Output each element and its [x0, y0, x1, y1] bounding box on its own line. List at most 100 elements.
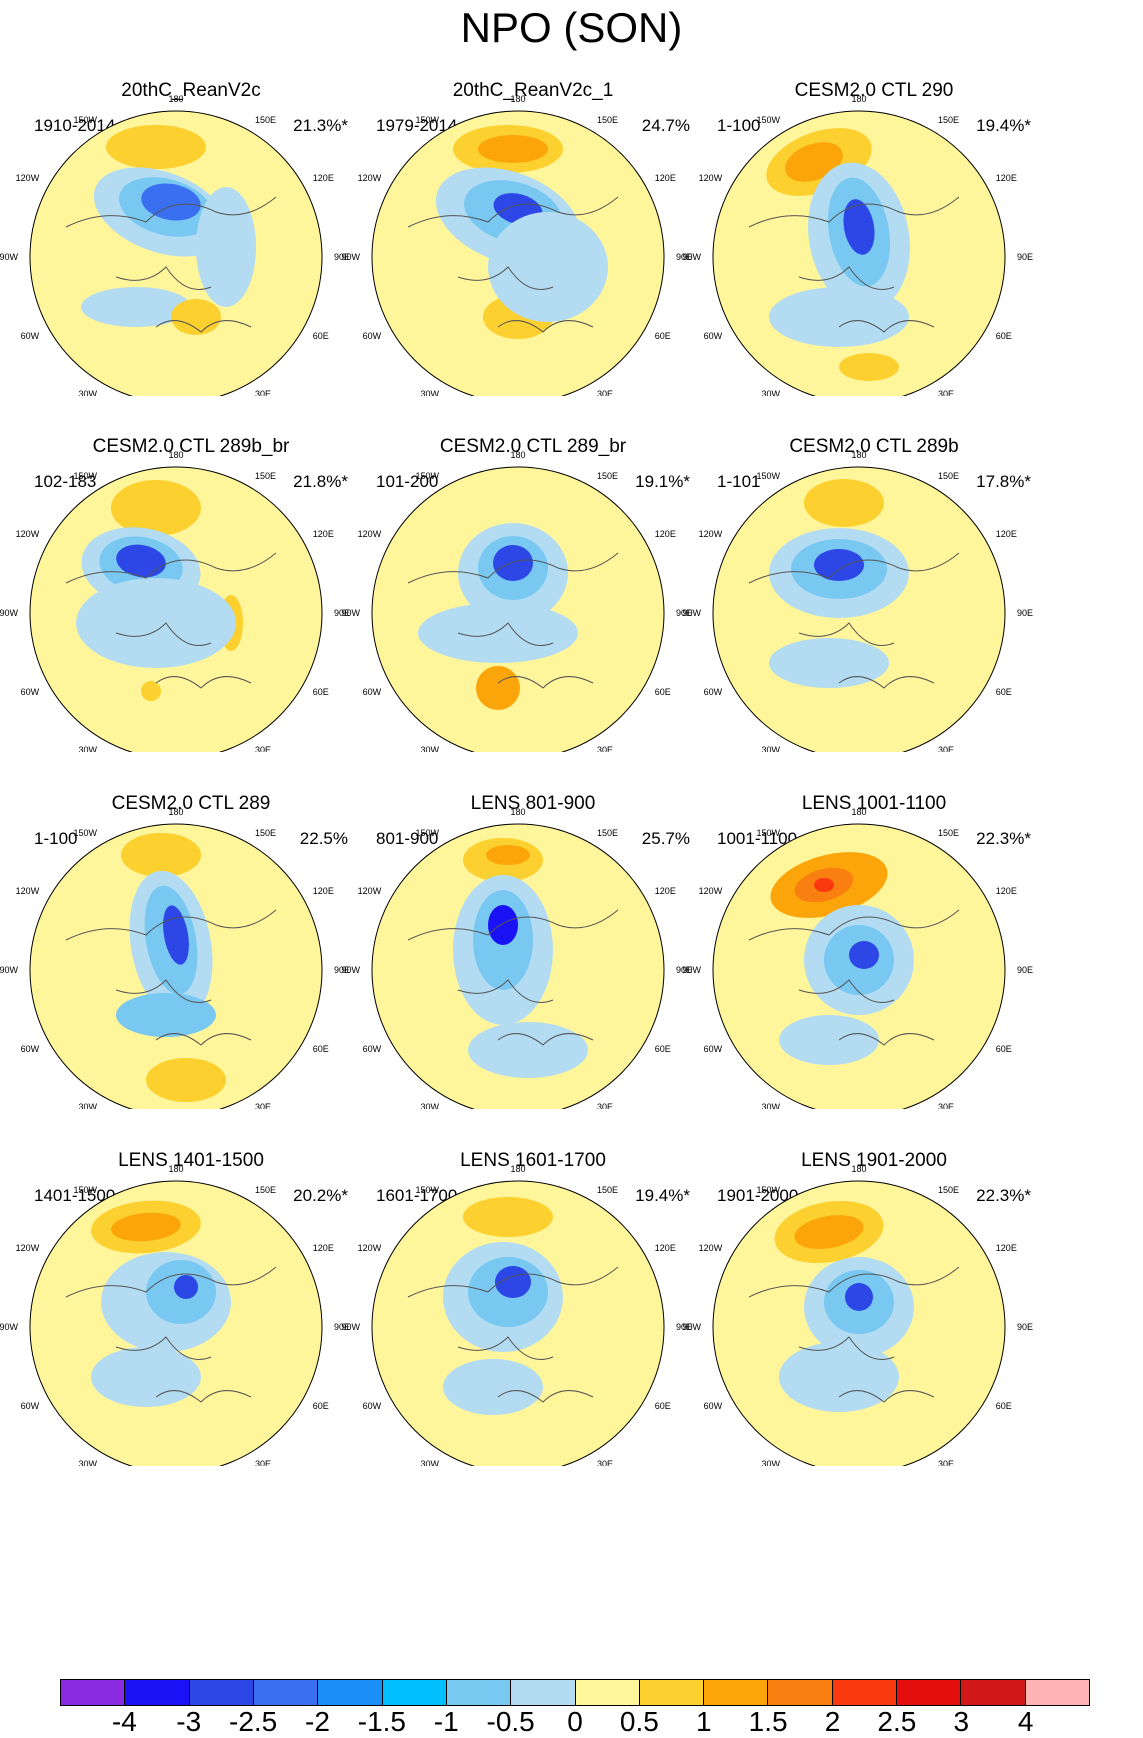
map-border: [712, 1180, 1006, 1466]
panel-title: CESM2.0 CTL 289_br: [439, 436, 627, 457]
longitude-label: 30W: [420, 745, 439, 752]
anomaly-contour: [839, 353, 899, 381]
panel-title: 20thC_ReanV2c: [121, 80, 261, 101]
colorbar-label: 4: [1017, 1706, 1034, 1737]
coastline: [748, 909, 960, 1046]
longitude-label: 120W: [699, 173, 723, 183]
longitude-label: 90E: [1017, 608, 1033, 618]
anomaly-contour: [769, 287, 909, 347]
longitude-label: 180: [168, 450, 183, 460]
longitude-label: 120E: [655, 1243, 676, 1253]
map-panel: LENS 1001-1100 1001-1100 22.3%* 180 150E 120E…: [683, 713, 1065, 1109]
panel-title: LENS 1601-1700: [460, 1150, 606, 1171]
longitude-label: 30E: [255, 745, 271, 752]
longitude-label: 60W: [363, 687, 382, 697]
longitude-label: 120E: [655, 886, 676, 896]
longitude-label: 90W: [0, 965, 18, 975]
colorbar-swatch: [897, 1680, 962, 1705]
colorbar-label: 0.5: [619, 1706, 659, 1737]
longitude-label: 90W: [0, 252, 18, 262]
anomaly-contour: [76, 578, 236, 668]
colorbar-label: 2.5: [877, 1706, 917, 1737]
longitude-label: 90W: [342, 965, 360, 975]
colorbar-label: -4: [111, 1706, 137, 1737]
anomaly-contour: [476, 666, 520, 710]
longitude-label: 60W: [363, 1044, 382, 1054]
longitude-label: 150W: [415, 828, 439, 838]
colorbar-label: -2: [305, 1706, 330, 1737]
anomaly-contour: [843, 199, 875, 255]
map-border: [29, 1180, 323, 1466]
colorbar-swatch: [61, 1680, 126, 1705]
panel-period: 1901-2000: [717, 1186, 799, 1205]
map-border: [371, 110, 665, 396]
longitude-label: 90E: [676, 608, 692, 618]
anomaly-contour: [174, 1275, 198, 1299]
colorbar-swatch: [575, 1680, 640, 1705]
longitude-label: 30E: [255, 389, 271, 396]
anomaly-field: [372, 467, 664, 752]
map-panel: 20thC_ReanV2c 1910-2014 21.3%* 180 150E 120E 9…: [0, 0, 382, 396]
anomaly-field: [30, 1181, 322, 1466]
panel-period: 1-101: [717, 472, 761, 491]
coastline: [748, 196, 960, 333]
longitude-label: 120W: [699, 1243, 723, 1253]
map-border: [29, 823, 323, 1109]
longitude-label: 90E: [676, 252, 692, 262]
coastline: [65, 196, 277, 333]
longitude-label: 180: [851, 807, 866, 817]
longitude-label: 90E: [334, 1322, 350, 1332]
longitude-label: 150W: [73, 1185, 97, 1195]
longitude-label: 120E: [996, 886, 1017, 896]
anomaly-contour: [106, 125, 206, 169]
polar-map: 180150E120E90E60E30E030W60W90W120W150W: [683, 1164, 1033, 1466]
coastline: [65, 552, 277, 689]
anomaly-contour: [794, 1215, 864, 1249]
map-border: [29, 466, 323, 752]
anomaly-contour: [486, 845, 530, 865]
colorbar-swatch: [768, 1680, 833, 1705]
longitude-label: 90W: [683, 1322, 701, 1332]
anomaly-field: [30, 111, 322, 396]
anomaly-contour: [493, 545, 533, 581]
coastline: [407, 196, 619, 333]
map-border: [371, 466, 665, 752]
map-panel: 20thC_ReanV2c_1 1979-2014 24.7% 180 150E 120E…: [342, 0, 724, 396]
longitude-label: 120E: [313, 173, 334, 183]
longitude-label: 180: [510, 807, 525, 817]
panel-period: 1-100: [34, 829, 78, 848]
panel-title: LENS 1001-1100: [801, 793, 947, 814]
longitude-label: 120W: [358, 1243, 382, 1253]
longitude-label: 150W: [415, 115, 439, 125]
longitude-label: 30E: [938, 389, 954, 396]
polar-map: 180150E120E90E60E30E030W60W90W120W150W: [342, 450, 692, 752]
longitude-label: 90W: [683, 965, 701, 975]
coastline: [65, 1266, 277, 1403]
map-panel: CESM2.0 CTL 289b_br 102-183 21.8%* 180 150E 1…: [0, 356, 382, 752]
longitude-label: 120W: [699, 529, 723, 539]
map-border: [712, 466, 1006, 752]
anomaly-contour: [116, 544, 166, 578]
colorbar-swatch: [639, 1680, 705, 1705]
anomaly-contour: [845, 1283, 873, 1311]
anomaly-field: [372, 1181, 664, 1466]
panel-title: CESM2.0 CTL 289: [111, 793, 271, 814]
longitude-label: 150W: [73, 828, 97, 838]
map-border: [712, 823, 1006, 1109]
anomaly-contour: [171, 299, 221, 335]
longitude-label: 60E: [996, 1044, 1012, 1054]
anomaly-field: [30, 467, 322, 752]
colorbar-label: 2: [824, 1706, 841, 1737]
coastline: [65, 909, 277, 1046]
map-border: [712, 110, 1006, 396]
panel-period: 1001-1100: [717, 829, 798, 848]
map-panel: CESM2.0 CTL 290 1-100 19.4%* 180 150E 120E 90E…: [683, 0, 1065, 396]
panel-variance-percent: 22.5%: [299, 829, 348, 848]
longitude-label: 180: [510, 94, 525, 104]
longitude-label: 60E: [996, 331, 1012, 341]
longitude-label: 120E: [996, 1243, 1017, 1253]
colorbar-swatch: [125, 1680, 190, 1705]
longitude-label: 30W: [78, 745, 97, 752]
panel-title: CESM2.0 CTL 290: [794, 80, 954, 101]
longitude-label: 60W: [363, 331, 382, 341]
